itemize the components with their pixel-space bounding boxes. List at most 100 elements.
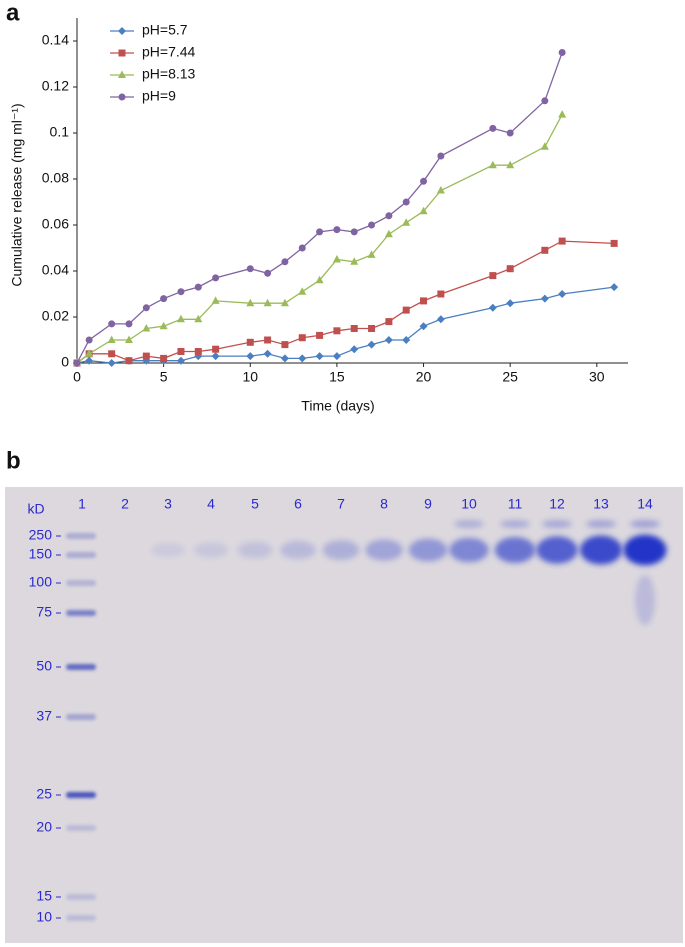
marker [506,299,515,308]
marker [211,352,220,361]
marker [160,354,168,362]
lane-label: 3 [164,496,172,512]
marker [212,345,220,353]
lane-label: 14 [637,496,653,512]
marker [419,206,428,215]
panel-label: a [6,0,20,26]
marker [280,298,289,307]
protein-band [579,535,623,565]
x-tick-label: 30 [589,369,605,385]
marker [107,335,116,343]
marker [385,212,393,220]
lane-label: 5 [251,496,259,512]
marker [489,272,497,280]
marker [118,27,126,35]
protein-band [536,536,578,564]
y-tick-label: 0.12 [42,78,69,94]
x-tick-label: 20 [416,369,432,385]
marker [118,49,126,57]
lane-label: 1 [78,496,86,512]
lane-label: 9 [424,496,432,512]
ladder-band [66,664,96,670]
marker [298,287,307,295]
y-tick-label: 0.02 [42,308,69,324]
protein-smear [635,575,655,625]
marker [420,297,428,305]
marker [402,306,410,314]
marker [298,354,307,363]
marker [402,336,411,344]
marker [176,314,185,323]
protein-band [494,537,536,563]
panel-label: b [6,447,21,474]
series-line [76,286,615,364]
x-tick-label: 15 [329,369,345,385]
marker [385,318,393,326]
protein-band [151,543,185,557]
x-axis-label: Time (days) [301,398,374,414]
marker [194,283,202,291]
marker [246,352,255,361]
protein-band [623,534,667,566]
marker [118,93,126,101]
marker [368,221,376,229]
marker [541,97,549,105]
marker-label: 150 [29,546,53,562]
marker [177,348,185,355]
unit-label: kD [27,501,44,517]
marker [488,303,497,312]
ladder-band [66,610,96,616]
marker [85,356,94,365]
marker [125,320,133,328]
marker [506,160,515,169]
protein-band [365,539,403,561]
marker [437,290,445,298]
marker [142,324,151,332]
marker [108,350,116,358]
marker [280,354,289,363]
plot: 0 0.02 0.04 0.06 0.08 0.1 0.12 0.14 0 5 10 15 20 25 30… [42,18,628,385]
x-tick-label: 5 [160,369,168,385]
marker [436,186,445,194]
marker [246,338,254,346]
ladder-band [66,552,96,558]
protein-band [280,540,316,560]
lane-label: 10 [461,496,477,512]
marker [384,229,393,238]
marker [118,70,126,78]
lane-label: 13 [593,496,609,512]
marker [436,315,445,324]
marker [264,269,272,277]
marker-label: 50 [36,658,52,674]
marker [506,265,514,273]
marker-label: 20 [36,819,52,835]
marker [350,345,359,354]
protein-band [237,541,273,559]
marker [160,295,168,303]
marker [540,294,549,303]
ladder-band [66,825,96,831]
marker [298,334,306,342]
marker [437,152,445,160]
marker [246,265,254,273]
marker [420,177,428,185]
marker [333,327,341,335]
marker [367,250,376,258]
legend-label: pH=8.13 [142,66,196,82]
marker [194,348,202,355]
marker [419,322,428,331]
marker [558,110,567,118]
marker [402,198,410,206]
y-tick-label: 0.06 [42,216,69,232]
ladder-band [66,533,96,539]
marker [540,142,549,150]
marker [384,336,393,344]
y-tick-label: 0.14 [42,32,69,48]
x-tick-label: 25 [502,369,518,385]
legend-label: pH=5.7 [142,22,188,38]
legend-label: pH=7.44 [142,44,196,60]
marker [159,321,168,330]
lane-label: 8 [380,496,388,512]
marker [316,228,324,236]
